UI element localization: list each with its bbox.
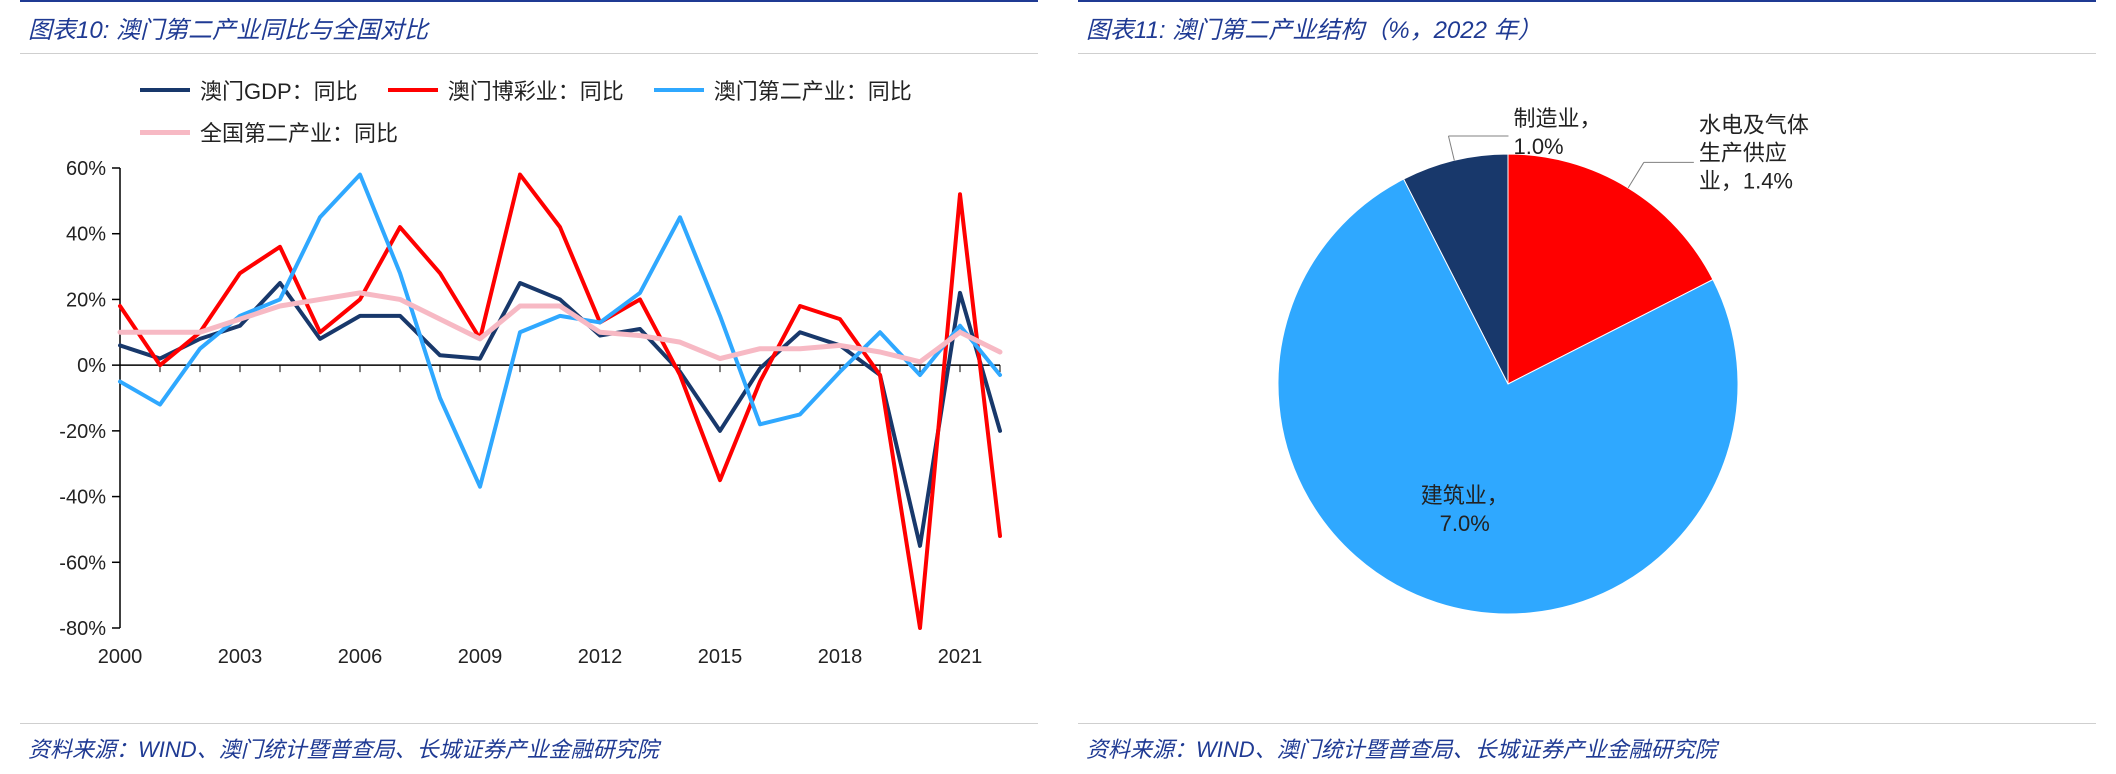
svg-text:20%: 20%: [66, 289, 106, 311]
svg-text:7.0%: 7.0%: [1440, 511, 1490, 536]
svg-text:制造业，: 制造业，: [1513, 106, 1601, 131]
svg-text:-60%: -60%: [59, 552, 106, 574]
chart10-source: 资料来源：WIND、澳门统计暨普查局、长城证券产业金融研究院: [20, 723, 1038, 774]
pie-chart-svg: 制造业， 1.0% 水电及气体生产供应业，1.4% 建筑业， 7.0%: [1078, 54, 2078, 674]
chart10-legend: 澳门GDP：同比 澳门博彩业：同比 澳门第二产业：同比 全国第二产业：同比: [20, 54, 1038, 158]
left-panel: 图表10: 澳门第二产业同比与全国对比 澳门GDP：同比 澳门博彩业：同比 澳门…: [0, 0, 1058, 774]
svg-text:-20%: -20%: [59, 421, 106, 443]
svg-text:2000: 2000: [98, 646, 143, 668]
legend-item-national-ind2: 全国第二产业：同比: [140, 116, 398, 148]
legend-label: 澳门第二产业：同比: [714, 74, 912, 106]
svg-text:-80%: -80%: [59, 618, 106, 640]
legend-swatch: [654, 88, 704, 92]
svg-text:-40%: -40%: [59, 487, 106, 509]
svg-text:2006: 2006: [338, 646, 383, 668]
svg-text:2012: 2012: [578, 646, 623, 668]
chart10-body: 澳门GDP：同比 澳门博彩业：同比 澳门第二产业：同比 全国第二产业：同比 -8…: [20, 54, 1038, 723]
legend-swatch: [388, 88, 438, 92]
svg-text:水电及气体: 水电及气体: [1699, 112, 1809, 137]
chart11-body: 制造业， 1.0% 水电及气体生产供应业，1.4% 建筑业， 7.0%: [1078, 54, 2096, 723]
svg-text:2018: 2018: [818, 646, 863, 668]
svg-text:2009: 2009: [458, 646, 503, 668]
svg-text:40%: 40%: [66, 224, 106, 246]
legend-swatch: [140, 88, 190, 92]
legend-label: 澳门博彩业：同比: [448, 74, 624, 106]
right-panel: 图表11: 澳门第二产业结构（%，2022 年） 制造业， 1.0% 水电及气体生产…: [1058, 0, 2116, 774]
svg-text:0%: 0%: [77, 355, 106, 377]
line-chart-svg: -80% -60% -40% -20% 0% 20% 40% 60% 2000 2003 2006 2…: [20, 158, 1020, 678]
chart10-title: 图表10: 澳门第二产业同比与全国对比: [20, 0, 1038, 54]
svg-text:2015: 2015: [698, 646, 743, 668]
legend-item-macau-ind2: 澳门第二产业：同比: [654, 74, 912, 106]
svg-text:1.0%: 1.0%: [1513, 134, 1563, 159]
chart11-title: 图表11: 澳门第二产业结构（%，2022 年）: [1078, 0, 2096, 54]
legend-item-gaming: 澳门博彩业：同比: [388, 74, 624, 106]
svg-text:2003: 2003: [218, 646, 263, 668]
legend-item-gdp: 澳门GDP：同比: [140, 74, 358, 106]
legend-swatch: [140, 130, 190, 135]
svg-text:业，1.4%: 业，1.4%: [1699, 168, 1793, 193]
svg-text:建筑业，: 建筑业，: [1421, 483, 1509, 508]
svg-text:2021: 2021: [938, 646, 983, 668]
chart11-source: 资料来源：WIND、澳门统计暨普查局、长城证券产业金融研究院: [1078, 723, 2096, 774]
legend-label: 澳门GDP：同比: [200, 74, 358, 106]
svg-text:生产供应: 生产供应: [1699, 140, 1787, 165]
legend-label: 全国第二产业：同比: [200, 116, 398, 148]
svg-text:60%: 60%: [66, 158, 106, 180]
